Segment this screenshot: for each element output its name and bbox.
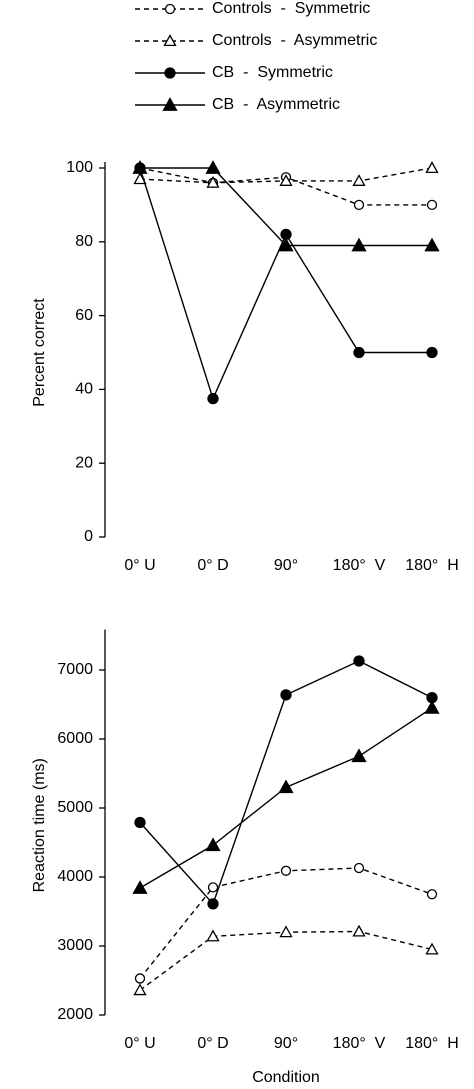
marker: [424, 700, 440, 714]
marker: [426, 889, 438, 900]
marker: [164, 3, 176, 15]
marker: [279, 925, 293, 938]
marker: [164, 67, 176, 79]
marker: [162, 97, 178, 111]
marker: [426, 346, 438, 359]
marker: [280, 689, 292, 701]
y-axis-label: Reaction time (ms): [31, 758, 48, 892]
marker: [425, 161, 439, 174]
marker: [352, 174, 366, 186]
legend-label: Controls - Symmetric: [212, 0, 370, 17]
y-tick-label: 4000: [57, 868, 93, 885]
marker: [279, 174, 293, 186]
series-line: [139, 167, 432, 401]
series-line: [139, 930, 433, 991]
series-line: [139, 707, 433, 889]
marker: [207, 392, 219, 405]
y-tick-label: 80: [75, 233, 93, 250]
x-tick-label: 0° D: [197, 557, 228, 574]
y-tick-label: 2000: [57, 1006, 93, 1023]
marker: [132, 160, 148, 174]
y-tick-label: 5000: [57, 799, 93, 816]
x-axis-label: Condition: [252, 1069, 320, 1086]
x-tick-label: 90°: [274, 1035, 298, 1052]
marker: [206, 929, 220, 942]
marker: [278, 779, 294, 794]
legend-label: CB - Asymmetric: [212, 96, 340, 113]
marker: [205, 837, 221, 852]
marker: [353, 346, 365, 359]
x-tick-label: 180° H: [405, 557, 459, 574]
x-tick-label: 180° V: [333, 1035, 386, 1052]
series-line: [139, 867, 433, 979]
y-tick-label: 20: [75, 454, 93, 471]
marker: [353, 199, 365, 211]
y-tick-label: 3000: [57, 937, 93, 954]
marker: [351, 748, 367, 763]
x-tick-label: 180° V: [333, 557, 386, 574]
marker: [207, 882, 219, 893]
marker: [207, 898, 219, 910]
legend-label: CB - Symmetric: [212, 64, 333, 81]
marker: [353, 655, 365, 667]
marker: [132, 880, 148, 894]
marker: [134, 973, 146, 984]
y-tick-label: 100: [66, 159, 93, 176]
y-tick-label: 0: [84, 528, 93, 545]
x-tick-label: 0° D: [197, 1035, 228, 1052]
marker: [280, 865, 292, 876]
x-tick-label: 0° U: [124, 557, 155, 574]
x-tick-label: 0° U: [124, 1035, 155, 1052]
marker: [206, 175, 220, 188]
y-axis-label: Percent correct: [31, 298, 48, 407]
marker: [134, 816, 146, 829]
marker: [351, 237, 367, 252]
y-tick-label: 6000: [57, 730, 93, 747]
y-tick-label: 7000: [57, 661, 93, 678]
x-tick-label: 90°: [274, 557, 298, 574]
marker: [163, 34, 177, 47]
marker: [426, 199, 438, 211]
legend-label: Controls - Asymmetric: [212, 32, 377, 49]
marker: [205, 160, 221, 174]
x-tick-label: 180° H: [405, 1035, 459, 1052]
marker: [278, 237, 294, 252]
marker: [425, 942, 439, 955]
marker: [352, 924, 366, 937]
y-tick-label: 40: [75, 381, 93, 398]
marker: [353, 862, 365, 874]
marker: [133, 983, 147, 996]
y-tick-label: 60: [75, 307, 93, 324]
marker: [424, 237, 440, 252]
